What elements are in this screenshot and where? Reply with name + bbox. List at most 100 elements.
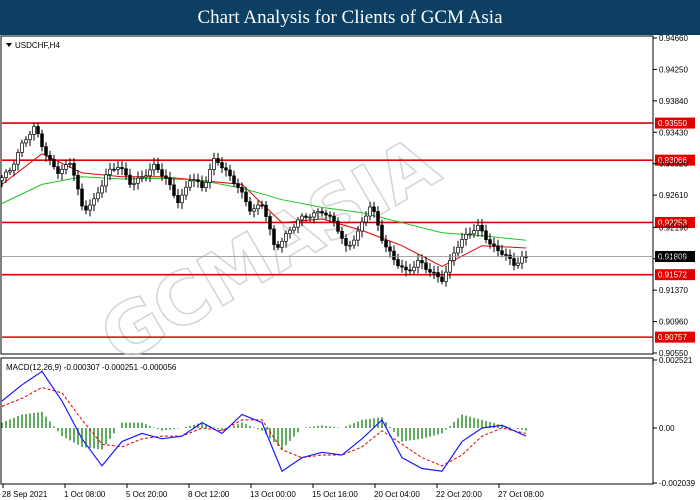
candle-body bbox=[192, 179, 196, 182]
candle-body bbox=[0, 177, 4, 181]
candle-body bbox=[324, 212, 328, 216]
candle-body bbox=[72, 163, 76, 176]
candle-body bbox=[8, 170, 12, 173]
time-tick-label: 8 Oct 12:00 bbox=[188, 490, 230, 499]
level-badge bbox=[655, 331, 695, 343]
candle-body bbox=[416, 260, 420, 268]
candle-body bbox=[376, 211, 380, 226]
candle-body bbox=[232, 175, 236, 184]
candle-body bbox=[316, 211, 320, 214]
candle-body bbox=[292, 226, 296, 231]
candle-body bbox=[88, 204, 92, 211]
price-tick-label: 0.94660 bbox=[659, 35, 688, 43]
candle-body bbox=[468, 233, 472, 236]
macd-tick-label: 0.002521 bbox=[659, 356, 693, 365]
candle-body bbox=[488, 239, 492, 245]
candle-body bbox=[184, 186, 188, 196]
candle-body bbox=[188, 180, 192, 188]
candle-body bbox=[256, 204, 260, 210]
candle-body bbox=[448, 260, 452, 273]
time-tick-label: 22 Oct 20:00 bbox=[436, 490, 482, 499]
candle-body bbox=[156, 163, 160, 171]
candle-body bbox=[40, 133, 44, 147]
candle-body bbox=[80, 188, 84, 207]
time-tick-label: 27 Oct 08:00 bbox=[498, 490, 544, 499]
macd-tick-label: -0.002039 bbox=[659, 479, 696, 488]
level-label: 0.90757 bbox=[658, 333, 687, 342]
candle-body bbox=[400, 265, 404, 268]
symbol-dropdown-icon[interactable] bbox=[6, 43, 12, 47]
candle-body bbox=[164, 175, 168, 179]
candle-body bbox=[520, 256, 524, 264]
level-label: 0.93066 bbox=[658, 156, 687, 165]
candle-body bbox=[260, 204, 264, 207]
candle-body bbox=[296, 219, 300, 228]
candle-body bbox=[340, 230, 344, 239]
candle-body bbox=[288, 229, 292, 234]
time-tick-label: 28 Sep 2021 bbox=[2, 490, 48, 499]
candle-body bbox=[492, 243, 496, 247]
candle-body bbox=[424, 262, 428, 270]
candle-body bbox=[460, 238, 464, 248]
candle-body bbox=[356, 230, 360, 241]
candle-body bbox=[332, 215, 336, 222]
candle-body bbox=[200, 181, 204, 188]
candle-body bbox=[320, 211, 324, 214]
chart-canvas[interactable]: GCMASIA 0.93550 0.93066 0.92253 0.91572 0.90… bbox=[0, 35, 700, 500]
candle-body bbox=[304, 215, 308, 218]
candle-body bbox=[84, 205, 88, 211]
candle-body bbox=[172, 184, 176, 196]
candle-body bbox=[148, 169, 152, 177]
price-tick-label: 0.90550 bbox=[659, 349, 688, 358]
candle-body bbox=[28, 134, 32, 141]
candle-body bbox=[276, 244, 280, 248]
candle-body bbox=[100, 185, 104, 194]
level-badge bbox=[655, 216, 695, 228]
candle-body bbox=[432, 271, 436, 274]
level-badge bbox=[655, 154, 695, 166]
candle-body bbox=[60, 168, 64, 174]
macd-panel-frame bbox=[0, 357, 654, 485]
candle-body bbox=[440, 276, 444, 282]
candle-body bbox=[496, 245, 500, 252]
candle-body bbox=[344, 238, 348, 246]
level-badge bbox=[655, 269, 695, 281]
price-tick-label: 0.94250 bbox=[659, 65, 688, 74]
level-label: 0.93550 bbox=[658, 119, 687, 128]
candle-body bbox=[48, 154, 52, 160]
candle-body bbox=[504, 254, 508, 256]
candle-body bbox=[24, 139, 28, 144]
macd-main-line bbox=[1, 370, 527, 473]
candle-body bbox=[180, 194, 184, 204]
candle-body bbox=[472, 230, 476, 235]
price-tick-label: 0.93430 bbox=[659, 128, 688, 137]
candle-body bbox=[120, 167, 124, 170]
candle-body bbox=[116, 167, 120, 170]
candle-body bbox=[128, 174, 132, 185]
candle-body bbox=[408, 269, 412, 272]
candle-body bbox=[228, 169, 232, 177]
price-tick-label: 0.92190 bbox=[659, 223, 688, 232]
candle-body bbox=[248, 201, 252, 212]
candle-body bbox=[516, 262, 520, 266]
price-tick-label: 0.92610 bbox=[659, 191, 688, 200]
time-tick-label: 5 Oct 20:00 bbox=[126, 490, 168, 499]
candle-body bbox=[212, 158, 216, 170]
candle-body bbox=[436, 272, 440, 278]
candle-body bbox=[476, 225, 480, 231]
candle-body bbox=[308, 216, 312, 219]
price-tick-label: 0.90960 bbox=[659, 318, 688, 327]
candle-body bbox=[244, 191, 248, 203]
candle-body bbox=[16, 152, 20, 165]
candle-body bbox=[168, 177, 172, 186]
candle-body bbox=[220, 162, 224, 169]
candle-body bbox=[64, 164, 68, 170]
candle-body bbox=[124, 168, 128, 176]
candle-body bbox=[140, 176, 144, 179]
candle-body bbox=[4, 171, 8, 179]
candle-body bbox=[348, 244, 352, 247]
candle-body bbox=[392, 250, 396, 260]
candle-body bbox=[112, 168, 116, 171]
candle-body bbox=[480, 225, 484, 232]
candle-body bbox=[428, 269, 432, 273]
